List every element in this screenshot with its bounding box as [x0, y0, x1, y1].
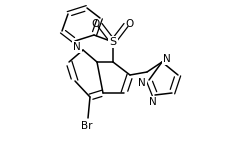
Text: Br: Br	[81, 121, 92, 131]
Text: O: O	[125, 19, 133, 29]
Text: N: N	[73, 42, 81, 52]
Text: N: N	[148, 97, 156, 107]
Text: S: S	[109, 37, 116, 47]
Text: O: O	[92, 19, 100, 29]
Text: N: N	[162, 54, 170, 64]
Text: N: N	[137, 78, 145, 88]
